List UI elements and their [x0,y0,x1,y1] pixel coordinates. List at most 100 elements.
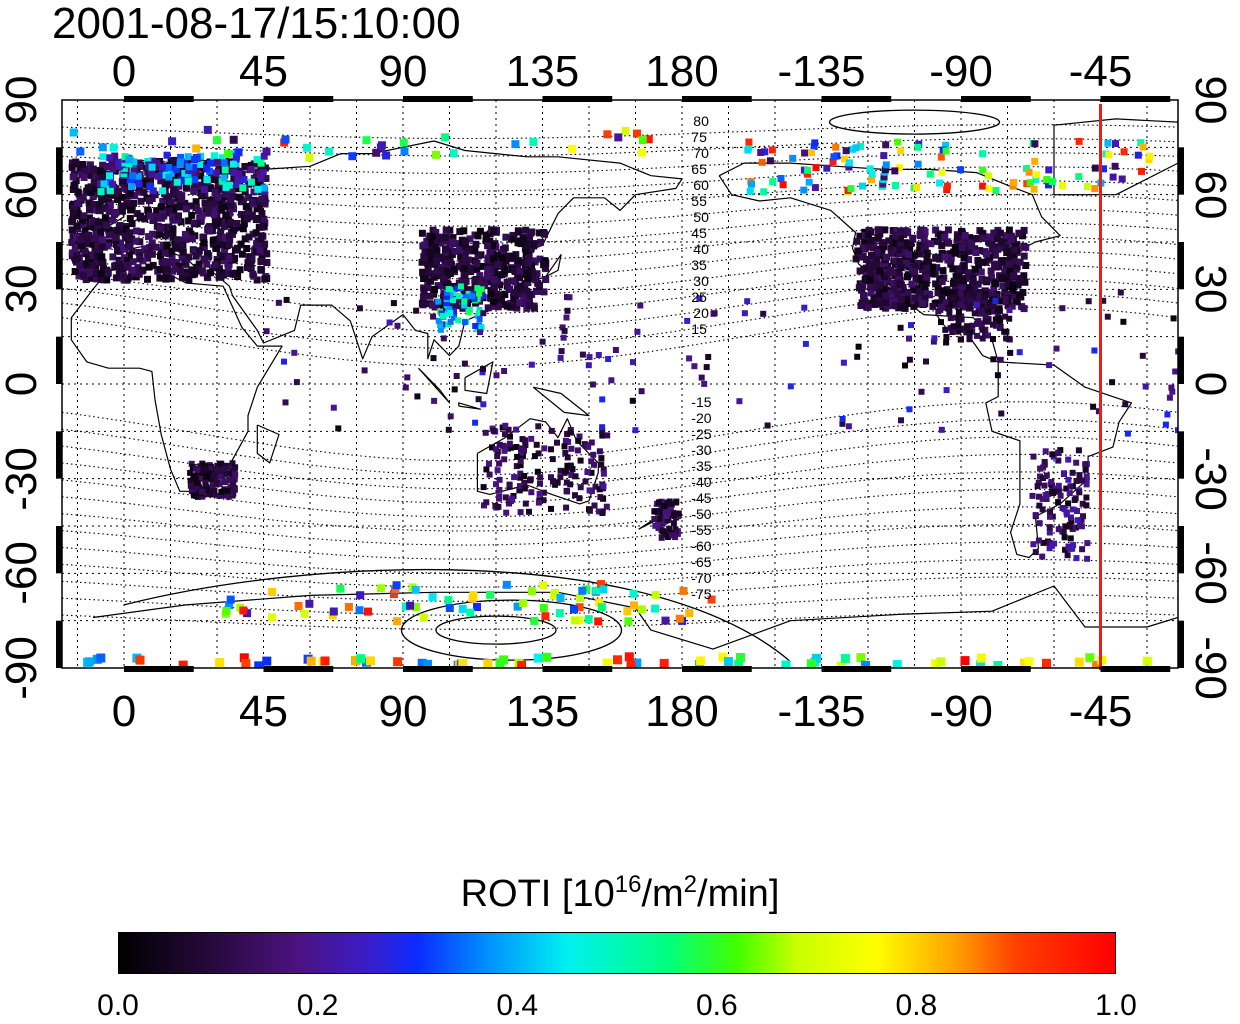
roti-pixel [494,453,501,460]
roti-pixel [427,255,435,263]
roti-pixel [570,616,579,625]
roti-pixel [506,481,513,488]
north-pole-contour [828,109,1001,135]
roti-pixel [109,216,116,224]
roti-pixel [106,201,114,209]
roti-pixel [541,612,550,621]
roti-pixel [293,379,300,386]
roti-pixel [68,249,76,257]
roti-pixel [325,147,334,156]
roti-pixel [999,282,1007,290]
roti-pixel [516,273,524,281]
roti-pixel [568,472,575,478]
roti-pixel [957,336,964,343]
roti-pixel [918,295,925,303]
roti-pixel [461,252,469,260]
roti-pixel [496,460,503,467]
roti-pixel [872,278,880,286]
roti-pixel [320,656,330,666]
roti-pixel [89,261,97,269]
roti-pixel [946,309,953,316]
roti-pixel [829,158,837,165]
roti-pixel [80,174,88,181]
roti-pixel [488,249,496,257]
roti-pixel [200,244,208,251]
roti-pixel [96,173,104,181]
roti-pixel [258,210,266,217]
roti-pixel [974,256,982,264]
roti-pixel [505,285,513,293]
roti-pixel [500,300,507,308]
roti-pixel [472,419,479,426]
roti-pixel [439,300,447,308]
roti-pixel [365,656,375,666]
roti-pixel [579,351,586,358]
roti-pixel [447,292,454,299]
roti-pixel [181,258,189,266]
roti-pixel [1009,272,1017,280]
roti-pixel [745,138,753,146]
roti-pixel [72,177,80,184]
roti-pixel [1073,459,1080,466]
roti-pixel [1051,540,1058,547]
roti-pixel [913,183,921,191]
mlat-label: -60 [691,538,711,554]
roti-pixel [204,207,212,215]
roti-pixel [451,311,457,318]
roti-pixel [461,360,468,367]
roti-pixel [208,200,215,208]
roti-pixel [176,168,184,175]
roti-pixel [1073,555,1080,562]
roti-pixel [478,286,485,293]
roti-pixel [195,247,203,255]
roti-pixel [855,343,862,350]
roti-pixel [943,186,951,194]
roti-pixel [1006,307,1013,314]
roti-pixel [192,154,201,162]
roti-pixel [1139,143,1147,151]
roti-pixel [424,284,432,292]
roti-pixel [530,302,538,310]
roti-pixel [392,581,401,590]
roti-pixel [154,172,162,180]
roti-pixel [1021,278,1029,286]
roti-pixel [72,160,80,168]
roti-pixel [98,143,107,152]
roti-pixel [597,580,606,588]
roti-pixel [985,332,991,339]
roti-pixel [863,256,870,263]
roti-pixel [902,362,908,369]
roti-pixel [527,476,534,483]
roti-pixel [204,251,211,259]
roti-pixel [1032,549,1039,556]
roti-pixel [145,244,153,252]
roti-pixel [400,147,409,156]
roti-pixel [231,466,238,473]
roti-pixel [1001,268,1009,276]
roti-pixel [965,256,973,264]
roti-pixel [511,295,518,303]
roti-pixel [926,291,934,299]
mlat-label: -70 [691,570,711,586]
mlat-label: -40 [691,474,711,490]
roti-pixel [1071,497,1078,503]
roti-pixel [954,239,962,247]
roti-pixel [667,504,674,511]
colorbar-title-mid: /m [641,873,684,915]
roti-pixel [181,230,189,238]
roti-pixel [493,481,499,488]
roti-pixel [103,276,111,284]
roti-pixel [541,445,548,452]
roti-pixel [502,494,509,501]
roti-pixel [1035,479,1042,486]
roti-pixel [608,377,615,384]
colorbar-title-exponent-1: 16 [614,871,642,898]
roti-pixel [1077,522,1083,529]
roti-pixel [789,154,797,162]
roti-pixel [577,484,584,491]
roti-pixel [130,158,138,166]
roti-pixel [1030,185,1038,193]
roti-pixel [452,302,460,310]
roti-pixel [419,613,428,622]
roti-pixel [466,608,475,617]
